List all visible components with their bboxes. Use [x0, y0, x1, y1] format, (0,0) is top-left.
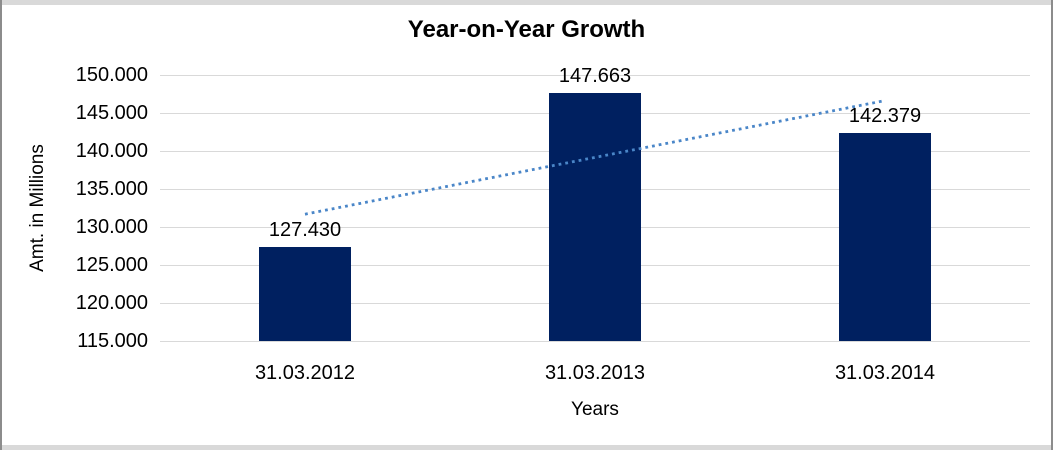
y-tick-label: 145.000: [75, 102, 148, 124]
x-tick-label: 31.03.2013: [544, 362, 646, 384]
data-label: 127.430: [268, 218, 342, 241]
x-axis-title: Years: [571, 399, 619, 420]
y-tick-label: 125.000: [75, 254, 148, 276]
gridline: [160, 340, 1030, 342]
y-tick-label: 130.000: [75, 216, 148, 238]
data-label: 147.663: [558, 64, 632, 87]
frame-right-border: [1051, 0, 1053, 450]
data-label: 142.379: [848, 104, 922, 127]
frame-top-border: [0, 0, 1053, 5]
chart-title: Year-on-Year Growth: [407, 16, 646, 43]
y-tick-label: 150.000: [75, 64, 148, 86]
y-tick-label: 135.000: [75, 178, 148, 200]
bar: [259, 246, 351, 341]
y-tick-label: 140.000: [75, 140, 148, 162]
y-tick-label: 115.000: [77, 330, 148, 352]
frame-left-border: [0, 0, 2, 450]
gridline: [160, 74, 1030, 76]
bar: [839, 132, 931, 341]
x-tick-label: 31.03.2012: [254, 362, 356, 384]
frame-bottom-border: [0, 445, 1053, 450]
x-tick-label: 31.03.2014: [834, 362, 936, 384]
y-tick-label: 120.000: [75, 292, 148, 314]
bar: [549, 92, 641, 341]
